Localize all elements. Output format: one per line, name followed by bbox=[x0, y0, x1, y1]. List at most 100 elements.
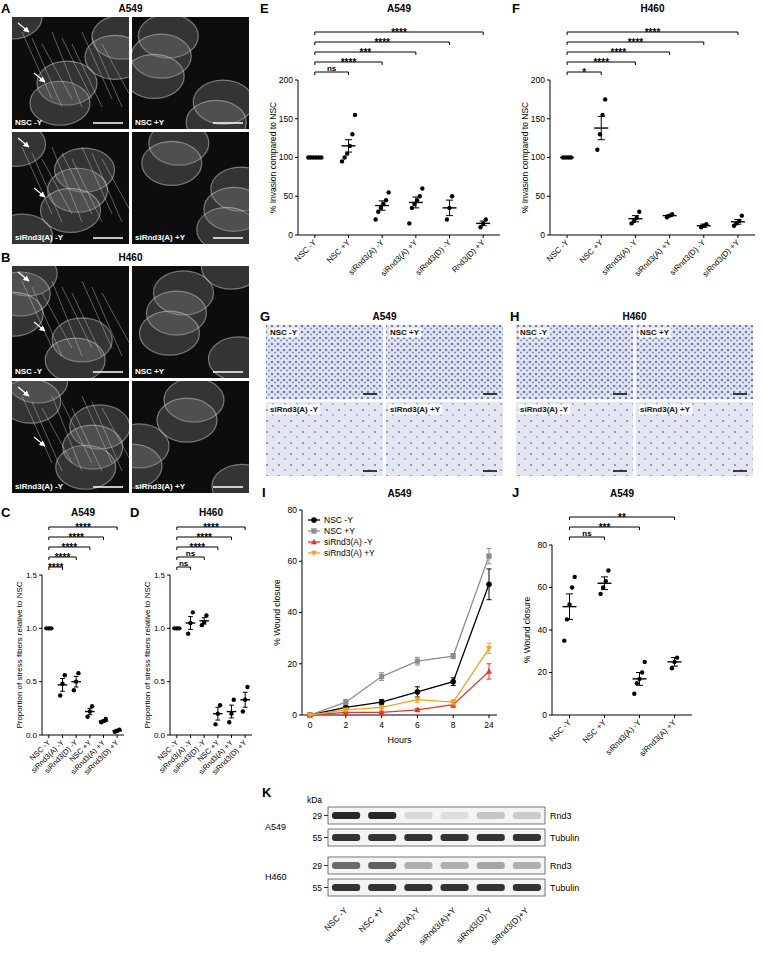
y-tick-label: 0.5 bbox=[26, 677, 38, 686]
data-point bbox=[415, 659, 420, 664]
y-tick-label: 0.5 bbox=[154, 677, 166, 686]
significance-label: **** bbox=[62, 542, 78, 553]
x-tick-label: 0 bbox=[308, 720, 313, 730]
micrograph bbox=[266, 402, 383, 476]
y-tick-label: 150 bbox=[279, 114, 293, 124]
error-cap bbox=[74, 687, 79, 688]
stress-fiber bbox=[22, 147, 52, 214]
error-cap bbox=[636, 672, 643, 673]
band-label: Rnd3 bbox=[550, 861, 572, 871]
x-tick bbox=[489, 715, 490, 718]
mean-line bbox=[172, 628, 182, 629]
y-tick bbox=[549, 715, 552, 716]
error-cap bbox=[46, 628, 51, 629]
y-axis-title-line: % Invasion compared to NSC bbox=[268, 102, 278, 214]
y-axis-title-line: Proportion of stress fibers relative to … bbox=[143, 581, 152, 728]
legend-marker bbox=[311, 517, 316, 522]
cell bbox=[197, 207, 249, 244]
x-tick bbox=[639, 715, 640, 718]
error-bar bbox=[446, 200, 453, 216]
significance-label: **** bbox=[593, 57, 609, 68]
data-point bbox=[562, 638, 566, 642]
data-point bbox=[598, 592, 602, 596]
error-bar bbox=[74, 676, 79, 687]
panel-title: A549 bbox=[373, 311, 397, 322]
error-stem bbox=[449, 200, 450, 216]
error-cap bbox=[188, 616, 193, 617]
mean-line bbox=[697, 225, 711, 226]
error-bar bbox=[174, 628, 179, 629]
y-tick-label: 80 bbox=[288, 505, 298, 515]
stress-fiber bbox=[62, 287, 92, 348]
image-label: NSC -Y bbox=[270, 328, 298, 337]
x-tick bbox=[348, 235, 349, 238]
data-point bbox=[227, 720, 231, 724]
data-point bbox=[643, 660, 647, 664]
error-cap bbox=[671, 657, 678, 658]
x-tick bbox=[674, 715, 675, 718]
x-tick bbox=[231, 735, 232, 738]
error-bar bbox=[229, 705, 234, 718]
x-tick bbox=[669, 235, 670, 238]
cell bbox=[12, 17, 42, 39]
error-cap bbox=[487, 568, 492, 569]
significance-label: **** bbox=[48, 562, 64, 573]
error-cap bbox=[243, 692, 248, 693]
data-point bbox=[573, 575, 577, 579]
band bbox=[441, 884, 469, 891]
error-cap bbox=[87, 714, 92, 715]
data-point bbox=[186, 631, 190, 635]
error-cap bbox=[412, 197, 419, 198]
stress-fiber bbox=[82, 281, 112, 348]
legend-marker bbox=[311, 539, 316, 544]
y-axis-title: % Invasion compared to NSC bbox=[520, 102, 530, 214]
x-tick bbox=[48, 735, 49, 738]
stress-fiber bbox=[102, 293, 129, 348]
y-tick bbox=[167, 575, 170, 576]
kda-marker: 29 bbox=[313, 861, 323, 871]
image-ground bbox=[386, 402, 503, 476]
micrograph bbox=[12, 17, 129, 129]
cell bbox=[132, 54, 184, 98]
image-label: NSC -Y bbox=[15, 118, 43, 127]
stress-fiber bbox=[22, 396, 52, 463]
error-cap bbox=[632, 215, 639, 216]
image-ground bbox=[266, 402, 383, 476]
x-axis bbox=[170, 735, 252, 736]
error-cap bbox=[188, 629, 193, 630]
x-tick bbox=[415, 235, 416, 238]
panel-letter: D bbox=[130, 505, 139, 520]
x-tick bbox=[569, 715, 570, 718]
data-point bbox=[570, 585, 574, 589]
series-line bbox=[310, 584, 489, 715]
error-cap bbox=[379, 200, 386, 201]
data-point bbox=[343, 708, 348, 713]
error-cap bbox=[415, 665, 420, 666]
micrograph bbox=[636, 402, 753, 476]
x-tick bbox=[89, 735, 90, 738]
panel-title: H460 bbox=[623, 311, 647, 322]
error-cap bbox=[101, 720, 106, 721]
stained-cells bbox=[266, 402, 383, 476]
image-label: siRnd3(A) +Y bbox=[390, 405, 441, 414]
scale-bar bbox=[93, 486, 123, 488]
series-line bbox=[310, 648, 489, 715]
error-cap bbox=[487, 563, 492, 564]
error-cap bbox=[101, 722, 106, 723]
y-tick-label: 100 bbox=[279, 152, 293, 162]
y-tick bbox=[295, 80, 298, 81]
y-tick-label: 150 bbox=[531, 114, 545, 124]
error-cap bbox=[415, 657, 420, 658]
band bbox=[441, 862, 469, 869]
y-tick-label: 0 bbox=[288, 230, 293, 240]
y-tick bbox=[547, 196, 550, 197]
y-tick-label: 0 bbox=[292, 710, 297, 720]
stress-fiber bbox=[62, 38, 92, 99]
error-stem bbox=[382, 201, 383, 210]
y-tick bbox=[39, 681, 42, 682]
error-cap bbox=[345, 139, 352, 140]
error-stem bbox=[204, 618, 205, 624]
band bbox=[441, 812, 469, 819]
error-bar bbox=[636, 673, 643, 686]
kda-marker: 55 bbox=[313, 883, 323, 893]
